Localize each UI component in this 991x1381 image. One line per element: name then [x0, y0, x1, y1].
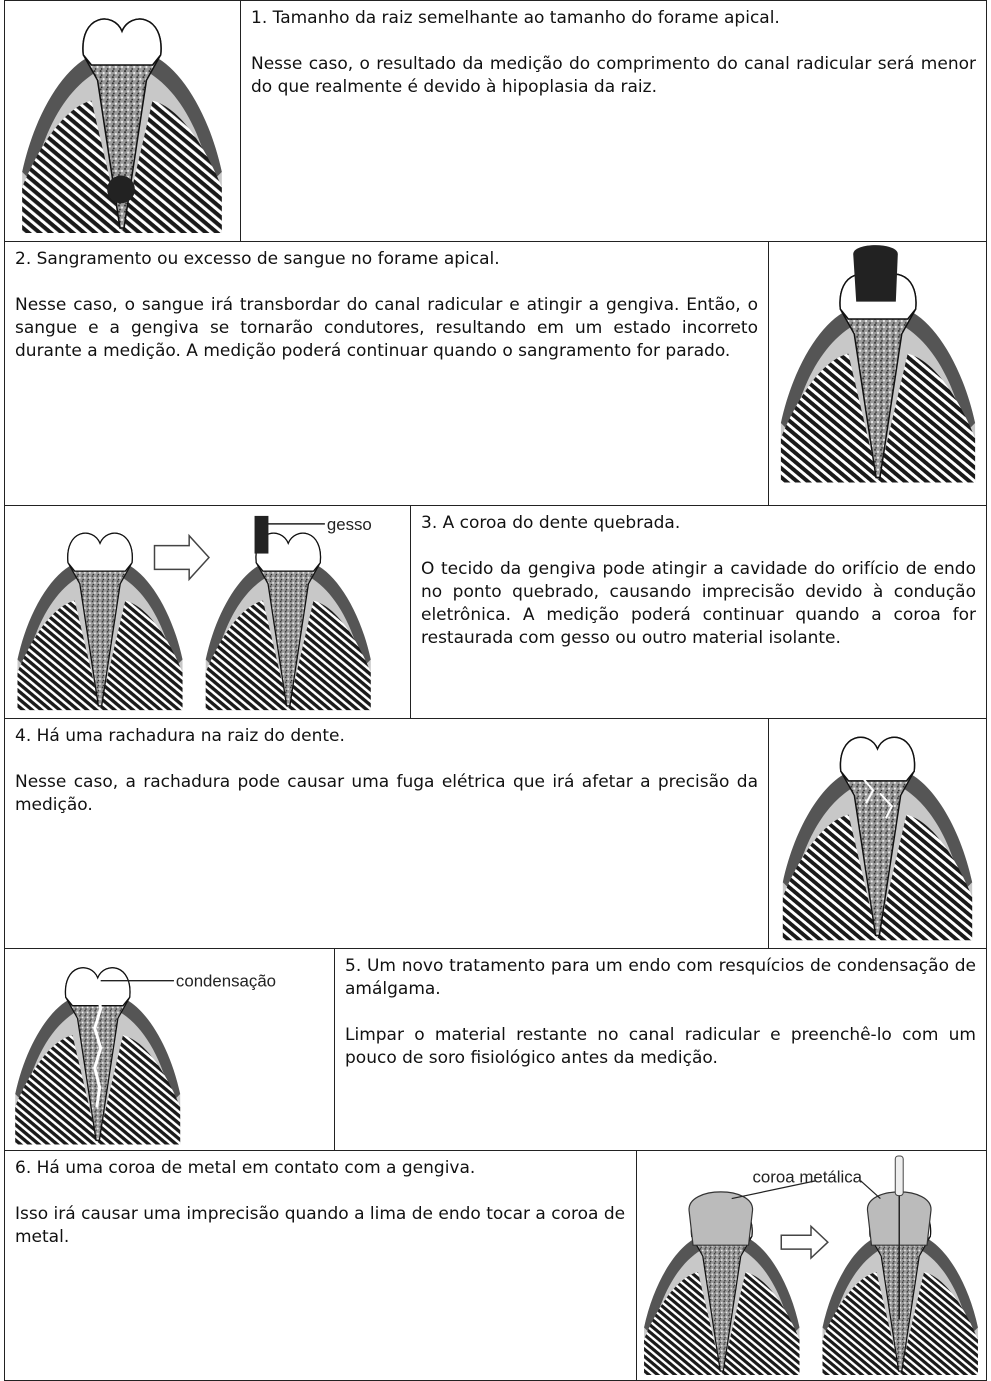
text-cell: 2. Sangramento ou excesso de sangue no f… — [4, 241, 769, 506]
text-cell: 6. Há uma coroa de metal em contato com … — [4, 1150, 637, 1381]
item-title: 5. Um novo tratamento para um endo com r… — [345, 956, 976, 999]
image-cell: coroa metálica — [636, 1150, 987, 1381]
image-cell: gesso — [4, 505, 411, 719]
tooth-illustration — [780, 245, 976, 484]
tooth-illustration — [21, 18, 223, 234]
tooth-illustration — [782, 736, 973, 942]
tooth-illustration: condensação — [14, 967, 276, 1146]
image-label: coroa metálica — [753, 1168, 863, 1187]
item-body: Isso irá causar uma imprecisão quando a … — [15, 1204, 626, 1247]
item-title: 2. Sangramento ou excesso de sangue no f… — [15, 249, 500, 269]
image-cell — [768, 241, 987, 506]
text-cell: 1. Tamanho da raiz semelhante ao tamanho… — [240, 0, 987, 242]
item-body: Nesse caso, a rachadura pode causar uma … — [15, 772, 758, 815]
image-label: gesso — [327, 515, 372, 534]
item-body: Nesse caso, o sangue irá transbordar do … — [15, 295, 758, 361]
image-label: condensação — [176, 972, 276, 991]
item-title: 6. Há uma coroa de metal em contato com … — [15, 1158, 476, 1178]
item-title: 3. A coroa do dente quebrada. — [421, 513, 681, 533]
text-cell: 5. Um novo tratamento para um endo com r… — [334, 948, 987, 1151]
tooth-illustration: gesso — [16, 515, 372, 711]
tooth-illustration: coroa metálica — [643, 1155, 979, 1376]
item-title: 4. Há uma rachadura na raiz do dente. — [15, 726, 345, 746]
image-cell — [768, 718, 987, 949]
item-body: O tecido da gengiva pode atingir a cavid… — [421, 559, 976, 648]
item-title: 1. Tamanho da raiz semelhante ao tamanho… — [251, 8, 780, 28]
text-cell: 3. A coroa do dente quebrada. O tecido d… — [410, 505, 987, 719]
item-body: Nesse caso, o resultado da medição do co… — [251, 54, 976, 97]
image-cell: condensação — [4, 948, 335, 1151]
item-body: Limpar o material restante no canal radi… — [345, 1025, 976, 1068]
image-cell — [4, 0, 241, 242]
text-cell: 4. Há uma rachadura na raiz do dente. Ne… — [4, 718, 769, 949]
